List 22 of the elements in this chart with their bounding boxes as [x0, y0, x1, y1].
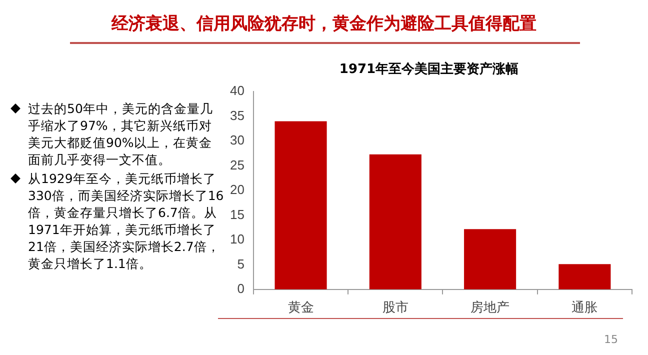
y-tick-label: 25	[230, 157, 244, 172]
text: 15	[604, 333, 618, 346]
y-tick-label: 15	[230, 206, 244, 222]
y-tick-label: 35	[230, 108, 244, 123]
x-tick-label: 股市	[382, 300, 408, 316]
x-tick-label: 通胀	[572, 300, 598, 316]
bar	[369, 154, 422, 290]
y-tick-label: 40	[230, 83, 244, 98]
y-tick-label: 30	[230, 132, 244, 148]
x-tick-label: 房地产	[470, 300, 510, 316]
bar	[558, 264, 611, 290]
chart-subtitle: 1971年至今美国主要资产涨幅	[339, 61, 519, 78]
y-tick-label: 5	[237, 256, 244, 272]
bar	[464, 229, 516, 290]
bar	[274, 121, 327, 290]
x-tick-label: 黄金	[288, 300, 314, 316]
y-tick-label: 20	[230, 182, 244, 198]
chart-title: 经济衰退、信用风险犹存时，黄金作为避险工具值得配置	[110, 13, 538, 35]
text: 从1929年至今，美元纸币增长了330倍，而美国经济实际增长了16倍，黄金存量只增长了6.7倍。从1971年开始算，美元纸币增长了21倍，美国经济实际增长2.7倍，黄金只增长了1.1倍。	[28, 171, 224, 271]
y-tick-label: 0	[237, 280, 244, 296]
text: 过去的50年中，美元的含金量几乎缩水了97%，其它新兴纸币对美元大都贬值90%以上，在黄金面前几乎变得一文不值。	[28, 101, 213, 167]
y-tick-label: 10	[230, 232, 244, 247]
